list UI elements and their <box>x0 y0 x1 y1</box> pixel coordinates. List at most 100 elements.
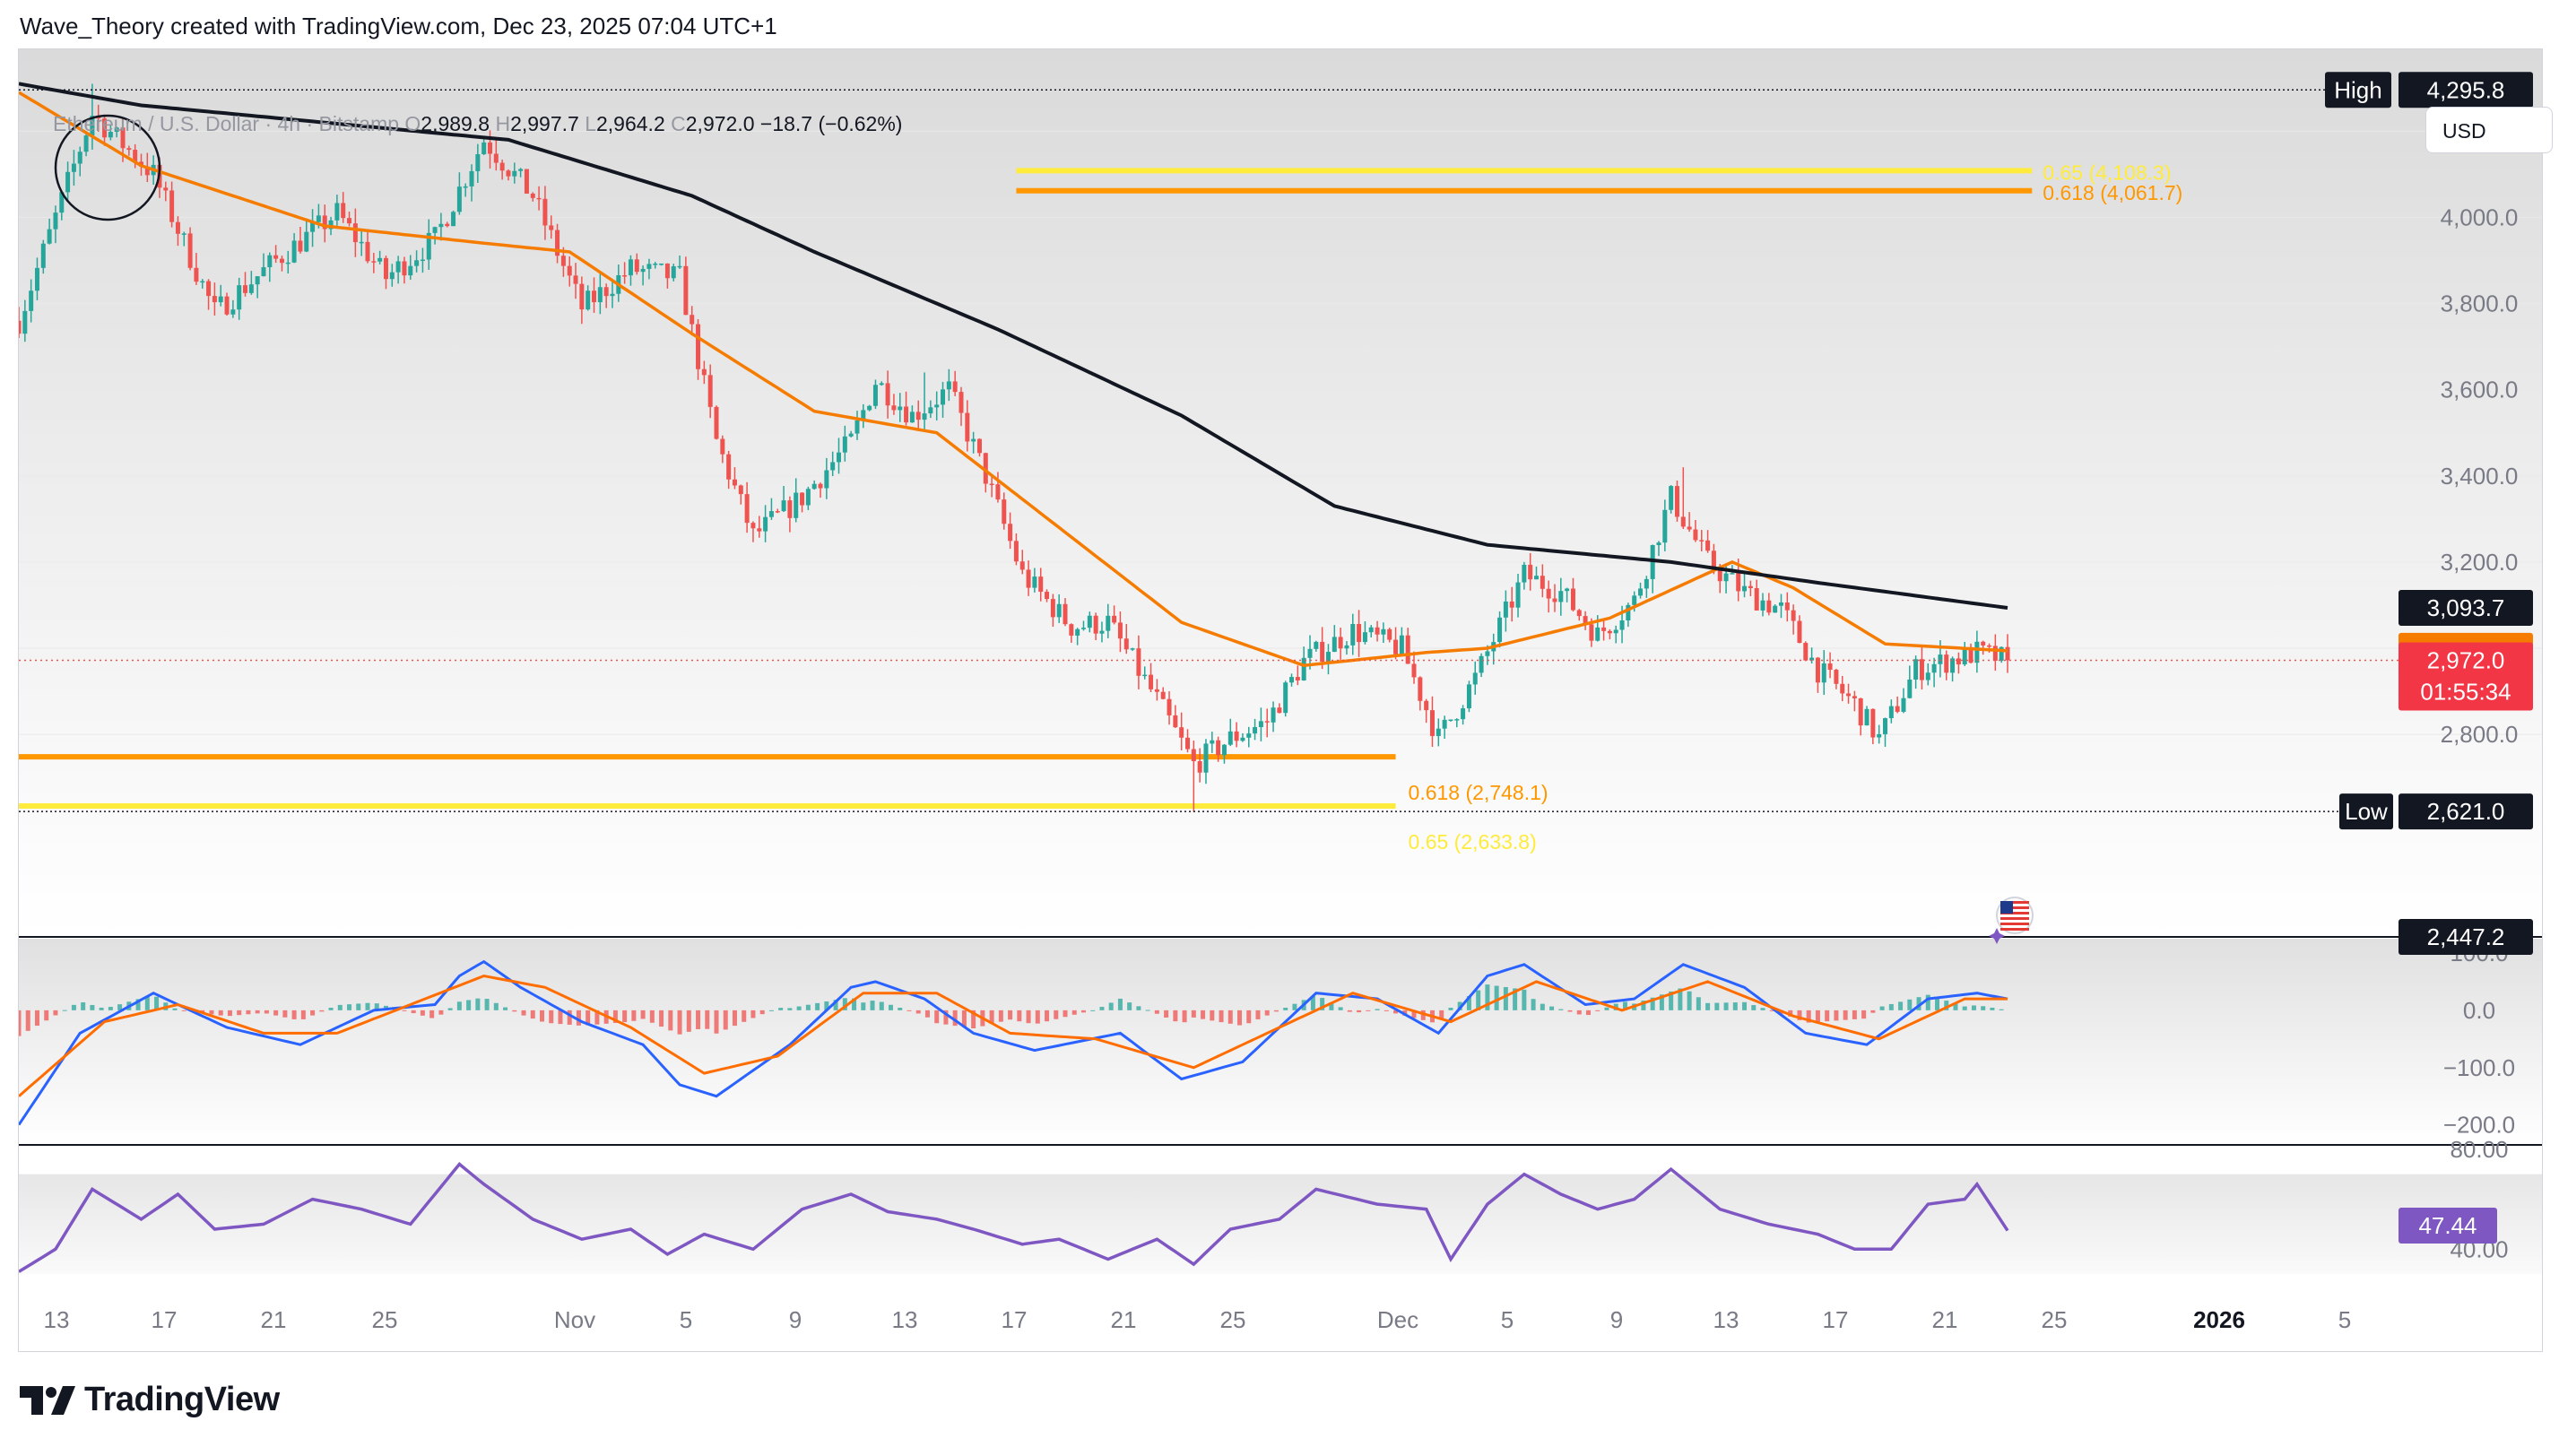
macd-histogram-bar <box>1567 1010 1573 1012</box>
macd-histogram-bar <box>1659 994 1664 1010</box>
chart-canvas[interactable]: 0.65 (4,108.3)0.618 (4,061.7) 0.618 (2,74… <box>19 49 2542 1351</box>
candle-body <box>1895 706 1900 712</box>
macd-histogram-bar <box>805 1004 811 1010</box>
macd-histogram-bar <box>1732 1002 1738 1010</box>
candle-body <box>1234 731 1239 741</box>
candle-body <box>445 223 450 227</box>
macd-histogram-bar <box>99 1007 104 1010</box>
candle-body <box>1210 740 1215 744</box>
candle-body <box>1019 561 1025 570</box>
macd-histogram-bar <box>447 1008 453 1010</box>
candle-body <box>114 127 119 133</box>
macd-histogram-bar <box>924 1010 930 1018</box>
candle-body <box>347 218 352 224</box>
candle-body <box>420 259 425 262</box>
macd-histogram-bar <box>1935 997 1940 1010</box>
candle-body <box>1197 761 1202 773</box>
candle-body <box>824 470 829 489</box>
candle-body <box>432 227 438 233</box>
candle-body <box>1277 707 1282 714</box>
price-pane-background <box>19 49 2542 937</box>
candle-body <box>1142 674 1148 677</box>
macd-histogram-bar <box>1861 1010 1867 1019</box>
low-tag-label: Low <box>2339 793 2393 830</box>
candle-body <box>1901 698 1906 712</box>
macd-histogram-bar <box>291 1010 297 1019</box>
macd-histogram-bar <box>567 1010 572 1025</box>
macd-histogram-bar <box>53 1010 58 1016</box>
time-axis-label: 17 <box>1002 1306 1028 1333</box>
sma-price-tag-background <box>2399 589 2533 626</box>
macd-histogram-bar <box>1696 997 1701 1010</box>
candle-body <box>212 296 217 303</box>
fib-level-label: 0.618 (4,061.7) <box>2043 181 2182 204</box>
candlestick-series[interactable] <box>19 83 2010 812</box>
candle-body <box>1008 524 1013 542</box>
candle-body <box>402 261 407 276</box>
candle-body <box>714 406 719 439</box>
candle-body <box>1479 655 1484 673</box>
candle-body <box>952 381 958 393</box>
candle-body <box>1999 646 2004 661</box>
us-flag-icon[interactable] <box>1989 897 2034 944</box>
macd-histogram-bar <box>25 1010 30 1031</box>
high-tag-value-background <box>2399 72 2533 108</box>
candle-body <box>1546 588 1551 599</box>
macd-histogram-bar <box>1466 996 1471 1010</box>
candle-body <box>1925 672 1930 680</box>
candle-body <box>922 413 927 420</box>
candle-body <box>1117 622 1123 639</box>
candle-body <box>1240 737 1245 741</box>
macd-histogram-bar <box>1292 1003 1297 1010</box>
macd-histogram-bar <box>952 1010 958 1027</box>
macd-histogram-bar <box>1540 1003 1545 1010</box>
candle-body <box>298 240 303 252</box>
price-axis-label: 3,200.0 <box>2441 549 2519 576</box>
candle-body <box>451 212 456 227</box>
currency-button[interactable]: USD <box>2425 107 2553 153</box>
macd-histogram-bar <box>943 1010 949 1025</box>
candle-body <box>1674 486 1679 517</box>
candle-body <box>83 135 89 152</box>
tradingview-logo[interactable]: TradingView <box>20 1381 280 1419</box>
macd-histogram-bar <box>81 1001 86 1010</box>
macd-histogram-bar <box>934 1010 940 1024</box>
macd-histogram-bar <box>144 996 150 1010</box>
macd-pane[interactable] <box>19 939 2542 1145</box>
macd-histogram-bar <box>1687 991 1692 1010</box>
fib-level-label: 0.65 (4,108.3) <box>2043 160 2171 184</box>
macd-histogram-bar <box>1227 1010 1233 1024</box>
time-axis-label: Dec <box>1377 1306 1418 1333</box>
candle-body <box>995 484 1001 500</box>
candle-body <box>1992 646 1998 661</box>
rsi-pane[interactable] <box>19 1147 2542 1277</box>
candle-body <box>1662 509 1668 543</box>
macd-histogram-bar <box>1264 1010 1270 1016</box>
macd-histogram-bar <box>1531 999 1536 1010</box>
candle-body <box>506 170 511 177</box>
macd-histogram-bar <box>1080 1010 1086 1013</box>
high-marker-circle <box>54 114 161 221</box>
candle-body <box>1534 576 1540 580</box>
candle-body <box>1357 623 1362 643</box>
candle-body <box>659 263 664 265</box>
macd-histogram-bar <box>1494 985 1499 1010</box>
candle-body <box>2005 646 2010 661</box>
macd-histogram-bar <box>1273 1010 1279 1012</box>
candle-body <box>1227 731 1233 745</box>
candle-body <box>1368 627 1374 633</box>
sma-price-tag: 3,093.7 <box>2399 589 2533 626</box>
time-axis[interactable]: 13 17 21 25 Nov 5 9 13 17 21 25 Dec 5 9 13 17 21 25 2026 5 <box>44 1306 2352 1333</box>
macd-histogram-bar <box>374 1003 379 1010</box>
macd-histogram-bar <box>1201 1010 1206 1019</box>
symbol-title[interactable]: Ethereum / U.S. Dollar · 4h · Bitstamp <box>53 112 400 135</box>
candle-body <box>456 186 462 212</box>
price-pane[interactable]: 0.65 (4,108.3)0.618 (4,061.7) 0.618 (2,74… <box>19 49 2542 937</box>
candle-body <box>597 287 603 303</box>
candle-body <box>316 215 321 222</box>
macd-histogram-bar <box>1944 1001 1949 1010</box>
candle-body <box>267 255 273 268</box>
macd-histogram-bar <box>34 1010 39 1027</box>
macd-histogram-bar <box>1063 1010 1068 1018</box>
candle-body <box>1013 541 1019 562</box>
